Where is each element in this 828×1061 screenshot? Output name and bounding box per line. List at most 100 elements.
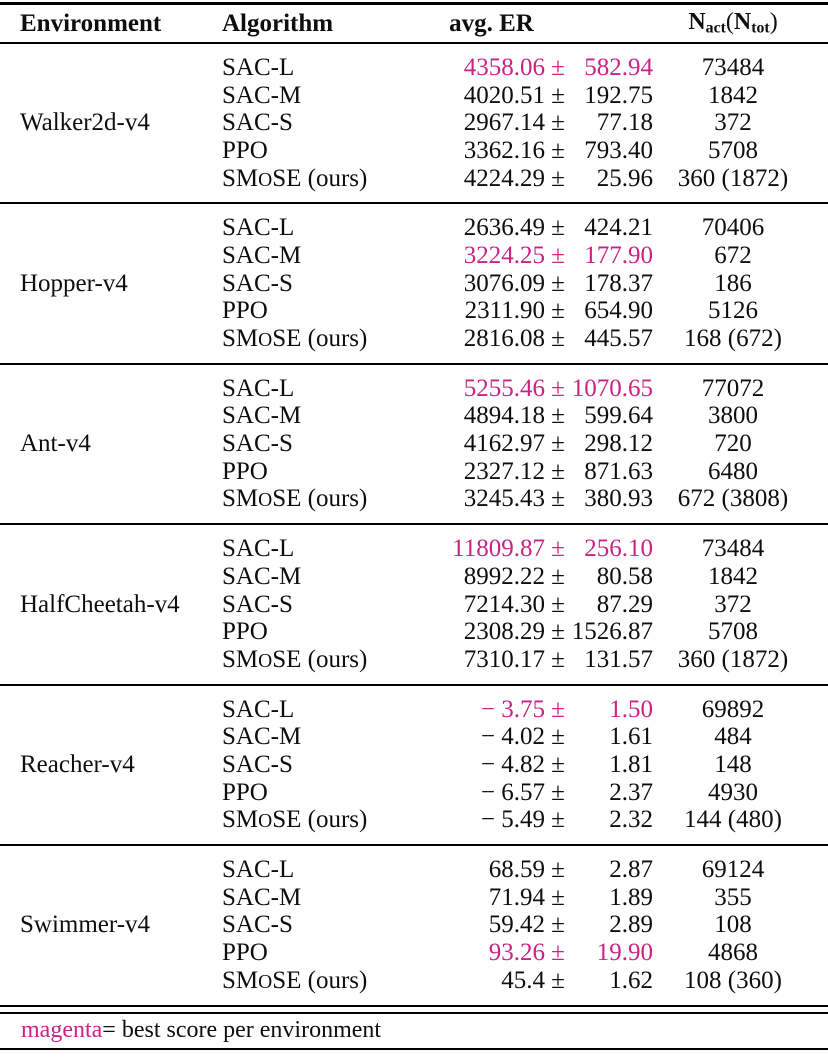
algorithm-name: SAC-M	[222, 402, 302, 430]
avg-er-std: 87.29	[596, 590, 653, 618]
group-rows: SAC-L 11809.87 ± 256.10 73484 SAC-M 8992…	[0, 535, 828, 673]
group-rows: SAC-L 4358.06 ± 582.94 73484 SAC-M 4020.…	[0, 54, 828, 192]
table-row: SAC-M 71.94 ± 1.89 355	[0, 884, 828, 912]
algorithm-name: SMOSE (ours)	[222, 164, 368, 192]
algorithm-name: SAC-M	[222, 562, 302, 590]
group-divider-rule	[0, 844, 828, 847]
n-act-value: 672 (3808)	[677, 485, 789, 513]
n-tot-subscript: tot	[751, 19, 770, 37]
algorithm-name: SAC-L	[222, 695, 295, 723]
avg-er-std: 445.57	[584, 325, 653, 353]
plus-minus-sign: ±	[551, 966, 565, 994]
avg-er-std: 256.10	[584, 535, 653, 563]
avg-er-std: 2.87	[609, 856, 653, 884]
avg-er-mean: 2816.08	[463, 325, 545, 353]
table-row: SAC-S 59.42 ± 2.89 108	[0, 911, 828, 940]
avg-er-mean: 7214.30	[463, 590, 545, 618]
plus-minus-sign: ±	[551, 590, 565, 618]
group-rows: SAC-L − 3.75 ± 1.50 69892 SAC-M − 4.02 ±…	[0, 696, 828, 834]
table-row: SAC-S − 4.82 ± 1.81 148	[0, 751, 828, 779]
close-paren: )	[769, 9, 778, 36]
table-row: SAC-L 4358.06 ± 582.94 73484	[0, 54, 828, 82]
table-row: SAC-S 3076.09 ± 178.37 186	[0, 270, 828, 298]
algorithm-name: SAC-L	[222, 374, 295, 402]
avg-er-mean: 3245.43	[463, 485, 545, 513]
plus-minus-sign: ±	[551, 297, 565, 325]
avg-er-mean: 4020.51	[463, 81, 545, 109]
table-row: SAC-L 5255.46 ± 1070.65 77072	[0, 375, 828, 403]
column-header-algorithm: Algorithm	[222, 9, 334, 37]
n-act-value: 5126	[708, 297, 758, 325]
table-row: SMOSE (ours) 45.4 ± 1.62 108 (360)	[0, 967, 828, 995]
avg-er-std: 380.93	[584, 485, 653, 513]
small-cap-o: O	[258, 971, 273, 993]
n-act-value: 186	[714, 269, 752, 297]
avg-er-mean: 11809.87	[452, 535, 545, 563]
table-row: PPO 2308.29 ± 1526.87 5708	[0, 618, 828, 646]
small-cap-o: O	[258, 650, 273, 672]
n-act-value: 672	[714, 241, 752, 269]
algorithm-name: SAC-S	[222, 109, 293, 137]
n-act-value: 69124	[701, 856, 765, 884]
n-act-value: 5708	[708, 618, 758, 646]
environment-group: Hopper-v4 SAC-L 2636.49 ± 424.21 70406 S…	[0, 204, 828, 362]
environment-group: HalfCheetah-v4 SAC-L 11809.87 ± 256.10 7…	[0, 525, 828, 683]
environment-name: HalfCheetah-v4	[20, 590, 180, 618]
table-row: PPO 2311.90 ± 654.90 5126	[0, 297, 828, 326]
plus-minus-sign: ±	[551, 241, 565, 269]
avg-er-mean: 3362.16	[463, 136, 545, 164]
table-row: PPO 2327.12 ± 871.63 6480	[0, 458, 828, 486]
avg-er-std: 1.81	[609, 750, 653, 778]
group-divider-rule	[0, 202, 828, 205]
n-act-value: 1842	[708, 562, 758, 590]
table-row: SAC-M − 4.02 ± 1.61 484	[0, 723, 828, 751]
avg-er-mean: − 6.57	[480, 778, 545, 806]
group-divider-rule	[0, 683, 828, 686]
plus-minus-sign: ±	[551, 81, 565, 109]
table-row: SAC-L 68.59 ± 2.87 69124	[0, 856, 828, 884]
avg-er-std: 298.12	[584, 430, 653, 458]
avg-er-mean: 7310.17	[463, 645, 545, 673]
plus-minus-sign: ±	[551, 883, 565, 911]
table-row: SAC-M 8992.22 ± 80.58 1842	[0, 563, 828, 591]
plus-minus-sign: ±	[551, 695, 565, 723]
group-divider-rule	[0, 523, 828, 526]
avg-er-std: 1070.65	[571, 374, 653, 402]
plus-minus-sign: ±	[551, 562, 565, 590]
avg-er-std: 2.89	[609, 911, 653, 939]
avg-er-mean: 4224.29	[463, 164, 545, 192]
small-cap-o: O	[258, 811, 273, 833]
table-row: SMOSE (ours) 7310.17 ± 131.57 360 (1872)	[0, 646, 828, 674]
n-act-value: 4868	[708, 939, 758, 967]
plus-minus-sign: ±	[551, 485, 565, 513]
footer-double-rule	[0, 1004, 828, 1014]
avg-er-std: 1.61	[609, 723, 653, 751]
table-row: SAC-L 11809.87 ± 256.10 73484	[0, 535, 828, 563]
plus-minus-sign: ±	[551, 806, 565, 834]
environment-group: Ant-v4 SAC-L 5255.46 ± 1070.65 77072 SAC…	[0, 365, 828, 523]
table-row: SAC-M 4894.18 ± 599.64 3800	[0, 402, 828, 431]
plus-minus-sign: ±	[551, 164, 565, 192]
table-row: SAC-S 2967.14 ± 77.18 372	[0, 109, 828, 137]
table-row: PPO − 6.57 ± 2.37 4930	[0, 779, 828, 807]
table-row: SAC-M 3224.25 ± 177.90 672	[0, 242, 828, 270]
algorithm-name: SAC-S	[222, 911, 293, 939]
n-act-value: 372	[714, 109, 752, 137]
n-act-value: 720	[714, 430, 752, 458]
plus-minus-sign: ±	[551, 214, 565, 242]
small-cap-o: O	[258, 490, 273, 512]
avg-er-std: 19.90	[596, 939, 653, 967]
n-act-value: 70406	[701, 214, 765, 242]
avg-er-mean: 3224.25	[463, 241, 545, 269]
column-header-environment: Environment	[20, 9, 162, 37]
algorithm-name: SAC-S	[222, 430, 293, 458]
avg-er-std: 1.89	[609, 883, 653, 911]
algorithm-name: SAC-M	[222, 883, 302, 911]
avg-er-std: 1.62	[609, 966, 653, 994]
avg-er-mean: 4894.18	[463, 402, 545, 430]
avg-er-std: 25.96	[596, 164, 653, 192]
avg-er-std: 871.63	[584, 457, 653, 485]
n-act-value: 73484	[701, 53, 765, 81]
plus-minus-sign: ±	[551, 939, 565, 967]
algorithm-name: PPO	[222, 939, 268, 967]
